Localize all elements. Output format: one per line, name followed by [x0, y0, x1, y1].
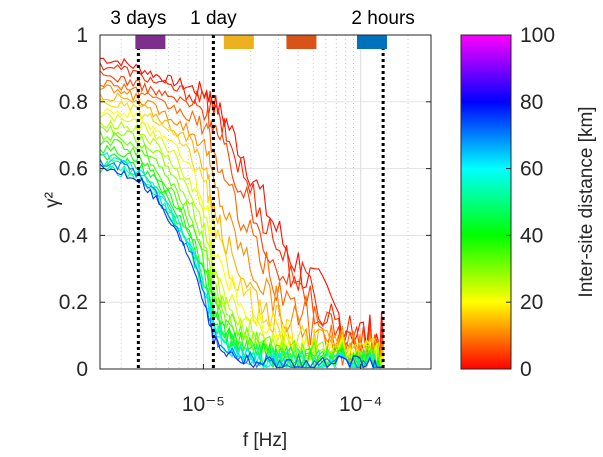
y-tick-label: 0.4	[59, 224, 89, 247]
coherence-series-line	[100, 151, 384, 369]
coherence-series-line	[100, 70, 384, 368]
period-color-markers	[135, 35, 387, 49]
colorbar-tick-label: 20	[520, 291, 543, 314]
colorbar-tick-label: 100	[520, 24, 555, 47]
colorbar: 0 20 40 60 80 100	[460, 24, 555, 381]
colorbar-label: Inter-site distance [km]	[576, 106, 597, 297]
period-color-marker	[356, 35, 387, 49]
colorbar-tick-label: 40	[520, 224, 543, 247]
period-color-marker	[286, 35, 317, 49]
x-tick-label: 10⁻⁵	[182, 393, 225, 416]
y-tick-label: 0.6	[59, 158, 88, 181]
colorbar-tick-label: 80	[520, 91, 543, 114]
coherence-series-line	[100, 84, 384, 368]
axis-ticks: 0 0.2 0.4 0.6 0.8 1 10⁻⁵ 10⁻⁴	[59, 24, 431, 416]
y-tick-label: 1	[76, 24, 88, 47]
period-color-marker	[223, 35, 254, 49]
period-label: 2 hours	[351, 8, 414, 29]
coherence-series-line	[100, 62, 384, 367]
period-label: 1 day	[190, 8, 237, 29]
coherence-series-line	[100, 159, 384, 369]
x-axis-label: f [Hz]	[243, 430, 287, 451]
colorbar-gradient	[460, 34, 512, 370]
series-lines	[100, 57, 384, 369]
period-label: 3 days	[110, 8, 166, 29]
coherence-series-line	[100, 124, 384, 368]
coherence-series-line	[100, 79, 384, 369]
period-lines: 3 days 1 day 2 hours	[110, 8, 415, 369]
x-tick-label: 10⁻⁴	[339, 393, 382, 416]
coherence-series-line	[100, 57, 384, 364]
y-axis-label: γ²	[42, 192, 63, 208]
coherence-series-line	[100, 163, 384, 369]
plot-frame	[99, 34, 432, 370]
y-tick-label: 0.2	[59, 291, 88, 314]
y-tick-label: 0.8	[59, 91, 88, 114]
y-tick-label: 0	[76, 358, 88, 381]
colorbar-tick-label: 0	[520, 358, 532, 381]
colorbar-tick-label: 60	[520, 158, 543, 181]
period-color-marker	[135, 35, 166, 49]
